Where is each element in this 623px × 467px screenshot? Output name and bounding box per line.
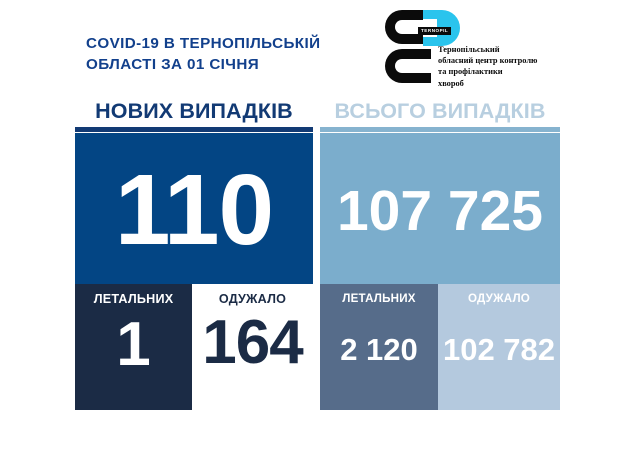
stat-tile-new-recovered: ОДУЖАЛО 164 <box>192 284 313 410</box>
stat-value-total-deaths: 2 120 <box>340 332 418 367</box>
stat-tile-new-deaths: ЛЕТАЛЬНИХ 1 <box>75 284 192 410</box>
stat-value-new-deaths: 1 <box>116 310 151 379</box>
stat-tile-new-cases: 110 <box>75 133 313 284</box>
stat-value-new-recovered: 164 <box>202 308 303 377</box>
section-heading-total-cases: ВСЬОГО ВИПАДКІВ <box>334 99 546 123</box>
logo-organization-name: Тернопільський обласний центр контролю т… <box>438 44 560 89</box>
logo-name-line-1: Тернопільський <box>438 45 500 54</box>
stat-label-total-recovered: ОДУЖАЛО <box>467 292 531 305</box>
page-title-line-2: ОБЛАСТІ ЗА 01 СІЧНЯ <box>86 56 260 73</box>
section-rule-total-cases <box>320 127 560 132</box>
stat-value-total-recovered: 102 782 <box>442 332 556 367</box>
page-title-line-1: COVID-19 В ТЕРНОПІЛЬСЬКІЙ <box>86 35 321 52</box>
organization-logo: TERNOPIL Тернопільський обласний центр к… <box>385 8 560 94</box>
logo-name-line-3: та профілактики <box>438 67 503 77</box>
stat-tile-total-recovered: ОДУЖАЛО 102 782 <box>438 284 560 410</box>
stat-value-new-cases: 110 <box>114 154 274 266</box>
logo-name-line-2: обласний центр контролю <box>438 56 538 66</box>
stat-tile-total-deaths: ЛЕТАЛЬНИХ 2 120 <box>320 284 438 410</box>
section-rule-new-cases <box>75 127 313 132</box>
page-title: COVID-19 В ТЕРНОПІЛЬСЬКІЙ ОБЛАСТІ ЗА 01 … <box>86 33 376 75</box>
stat-label-new-deaths: ЛЕТАЛЬНИХ <box>93 292 174 306</box>
section-heading-new-cases: НОВИХ ВИПАДКІВ <box>95 99 293 123</box>
logo-badge-label: TERNOPIL <box>418 27 452 35</box>
stat-value-total-cases: 107 725 <box>336 179 544 243</box>
stat-tile-total-cases: 107 725 <box>320 133 560 284</box>
logo-c-bottom-icon <box>385 49 431 83</box>
logo-c-top-icon <box>385 10 431 44</box>
logo-name-line-4: хвороб <box>438 78 464 88</box>
stat-label-total-deaths: ЛЕТАЛЬНИХ <box>342 292 416 305</box>
stat-label-new-recovered: ОДУЖАЛО <box>218 292 287 306</box>
logo-mark-icon: TERNOPIL <box>385 10 460 84</box>
